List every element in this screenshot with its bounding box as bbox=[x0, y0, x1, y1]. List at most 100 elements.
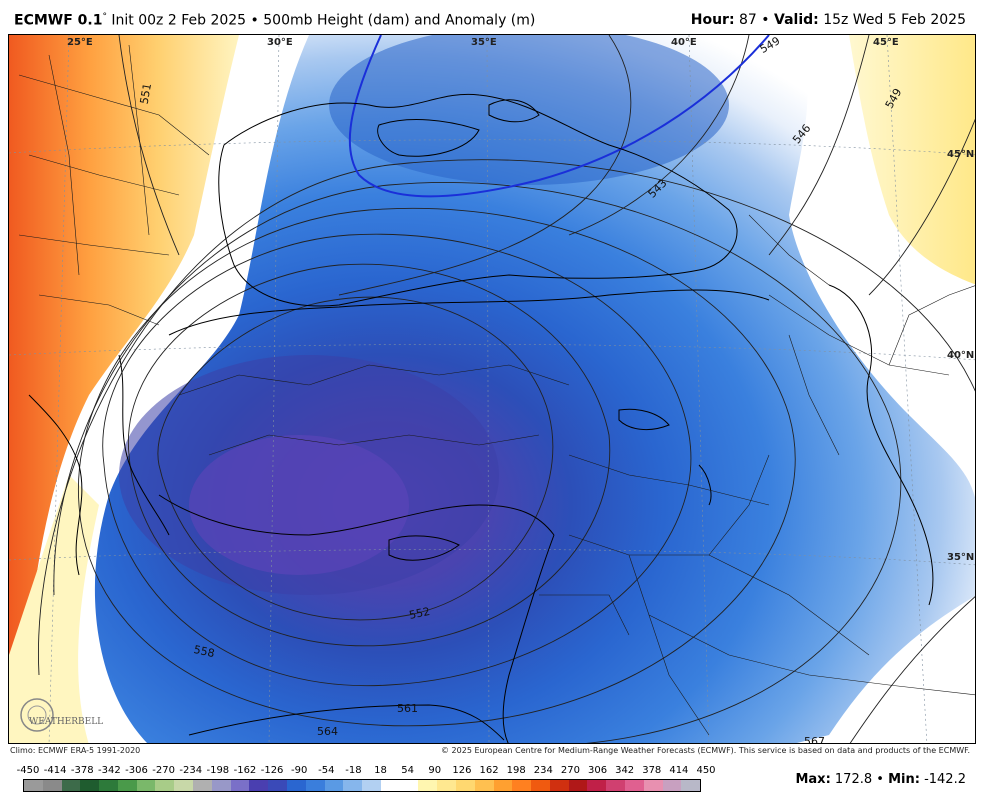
colorbar-swatch bbox=[455, 780, 475, 791]
height-contours bbox=[38, 35, 975, 743]
anomaly-north-lobe bbox=[329, 35, 729, 185]
colorbar-tick-label: -90 bbox=[291, 765, 308, 776]
colorbar-swatch bbox=[418, 780, 438, 791]
colorbar-swatch bbox=[474, 780, 494, 791]
colorbar-tick-label: 126 bbox=[452, 765, 472, 776]
colorbar-labels: -450 -414 -378 -342 -306 -270 -234 -198 -162 -126… bbox=[14, 765, 716, 779]
colorbar-tick-label: 450 bbox=[696, 765, 716, 776]
weatherbell-logo: WEATHERBELL bbox=[20, 698, 103, 732]
max-label: Max: bbox=[795, 772, 831, 787]
colorbar-swatch bbox=[61, 780, 81, 791]
colorbar-tick-label: 18 bbox=[374, 765, 387, 776]
title-bullet: • bbox=[250, 12, 259, 29]
lon-label-35e: 35°E bbox=[471, 37, 497, 48]
colorbar-swatch bbox=[606, 780, 625, 791]
political-borders bbox=[18, 44, 975, 736]
model-name: ECMWF 0.1 bbox=[14, 12, 103, 29]
positive-anomaly-east bbox=[849, 35, 975, 285]
colorbar-swatch bbox=[230, 780, 250, 791]
colorbar-swatch bbox=[136, 780, 156, 791]
colorbar-swatch bbox=[193, 780, 212, 791]
colorbar-swatch bbox=[155, 780, 175, 791]
positive-anomaly-west bbox=[9, 35, 239, 655]
valid-label: Valid: bbox=[774, 12, 819, 28]
max-min-stats: Max: 172.8 • Min: -142.2 bbox=[795, 772, 966, 787]
logo-swirl-icon bbox=[20, 698, 54, 732]
colorbar-tick-label: -54 bbox=[318, 765, 335, 776]
lon-label-25e: 25°E bbox=[67, 37, 93, 48]
contour-label-558: 558 bbox=[193, 643, 216, 660]
colorbar-tick-label: 90 bbox=[428, 765, 442, 776]
coastlines bbox=[28, 93, 934, 743]
contour-label-551: 551 bbox=[138, 82, 154, 105]
colorbar-swatch bbox=[24, 780, 43, 791]
colorbar-tick-label: 270 bbox=[560, 765, 580, 776]
stats-bullet: • bbox=[876, 772, 884, 787]
colorbar-swatch bbox=[587, 780, 607, 791]
colorbar-tick-label: -450 bbox=[16, 765, 40, 776]
colorbar-tick-label: 162 bbox=[479, 765, 499, 776]
contour-label-567: 567 bbox=[804, 735, 825, 744]
map-title: ECMWF 0.1° Init 00z 2 Feb 2025 • 500mb H… bbox=[14, 12, 535, 29]
colorbar-swatch bbox=[249, 780, 269, 791]
colorbar-tick-label: -342 bbox=[98, 765, 121, 776]
anomaly-core-inner bbox=[189, 435, 409, 575]
lon-label-45e: 45°E bbox=[873, 37, 899, 48]
colorbar-tick-label: -18 bbox=[345, 765, 362, 776]
hour-label: Hour: bbox=[690, 12, 735, 28]
lon-label-30e: 30°E bbox=[267, 37, 293, 48]
colorbar-tick-label: -198 bbox=[206, 765, 230, 776]
valid-value: 15z Wed 5 Feb 2025 bbox=[823, 12, 966, 28]
colorbar-swatch bbox=[531, 780, 550, 791]
colorbar-swatch bbox=[399, 780, 419, 791]
colorbar-swatch bbox=[493, 780, 513, 791]
lat-label-35n: 35°N bbox=[947, 552, 974, 563]
header: ECMWF 0.1° Init 00z 2 Feb 2025 • 500mb H… bbox=[0, 0, 984, 34]
colorbar-swatch bbox=[512, 780, 532, 791]
colorbar-swatch bbox=[117, 780, 137, 791]
colorbar-swatch bbox=[681, 780, 701, 791]
colorbar-swatch bbox=[286, 780, 306, 791]
colorbar-tick-label: 198 bbox=[506, 765, 526, 776]
colorbar-swatch bbox=[174, 780, 194, 791]
lon-lat-labels: 25°E 30°E 35°E 40°E 45°E 45°N 40°N 35°N bbox=[67, 37, 974, 563]
colorbar-swatch bbox=[99, 780, 118, 791]
colorbar-tick-label: -162 bbox=[233, 765, 257, 776]
colorbar-tick-label: -270 bbox=[152, 765, 175, 776]
contour-label-552: 552 bbox=[408, 605, 431, 622]
climo-credit: Climo: ECMWF ERA-5 1991-2020 bbox=[10, 746, 141, 755]
colorbar-tick-label: -234 bbox=[179, 765, 203, 776]
colorbar-swatch bbox=[662, 780, 682, 791]
colorbar-swatch bbox=[324, 780, 344, 791]
colorbar-swatch bbox=[437, 780, 456, 791]
colorbar-swatch bbox=[268, 780, 287, 791]
init-time: Init 00z 2 Feb 2025 bbox=[111, 12, 247, 29]
lat-label-45n: 45°N bbox=[947, 149, 974, 160]
contour-label-564: 564 bbox=[317, 725, 338, 738]
field-name: 500mb Height (dam) and Anomaly (m) bbox=[263, 12, 536, 29]
min-value: -142.2 bbox=[924, 772, 966, 787]
contour-label-561: 561 bbox=[397, 702, 418, 715]
max-value: 172.8 bbox=[834, 772, 873, 787]
colorbar-tick-label: 54 bbox=[401, 765, 415, 776]
colorbar-tick-label: 342 bbox=[615, 765, 635, 776]
map-panel[interactable]: 25°E 30°E 35°E 40°E 45°E 45°N 40°N 35°N … bbox=[8, 34, 976, 744]
colorbar bbox=[23, 779, 701, 792]
logo-text: WEATHERBELL bbox=[29, 717, 103, 727]
colorbar-tick-label: 306 bbox=[587, 765, 608, 776]
colorbar-tick-label: -378 bbox=[70, 765, 94, 776]
colorbar-swatch bbox=[80, 780, 100, 791]
valid-time-info: Hour: 87 • Valid: 15z Wed 5 Feb 2025 bbox=[691, 12, 966, 28]
colorbar-swatch bbox=[211, 780, 231, 791]
colorbar-tick-label: 234 bbox=[533, 765, 553, 776]
colorbar-swatch bbox=[625, 780, 644, 791]
lon-label-40e: 40°E bbox=[671, 37, 697, 48]
colorbar-swatch bbox=[568, 780, 588, 791]
colorbar-tick-label: -306 bbox=[125, 765, 148, 776]
colorbar-tick-label: 378 bbox=[642, 765, 662, 776]
valid-bullet: • bbox=[761, 12, 770, 28]
graticule bbox=[9, 35, 975, 743]
colorbar-swatch bbox=[549, 780, 569, 791]
min-label: Min: bbox=[888, 772, 920, 787]
degree-symbol: ° bbox=[102, 12, 107, 22]
